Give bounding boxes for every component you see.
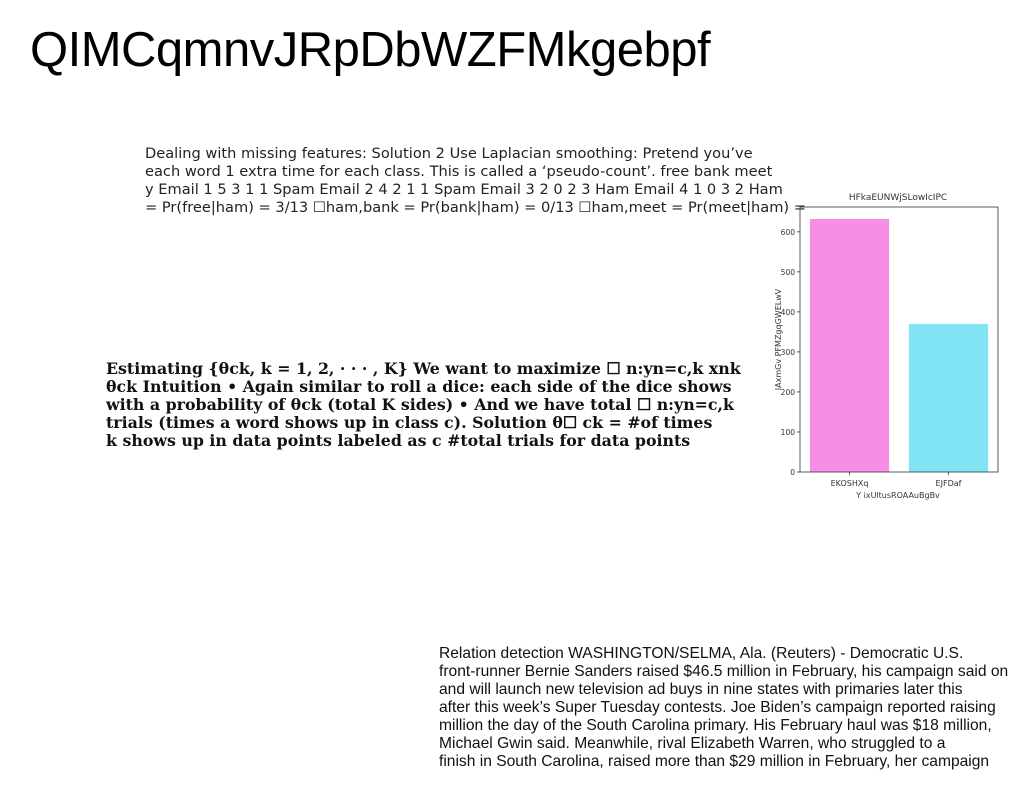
estimating-text-block: Estimating {θck, k = 1, 2, · · · , K} We… (106, 360, 766, 450)
chart-y-tick-label: 600 (781, 228, 796, 237)
smoothing-text-block: Dealing with missing features: Solution … (145, 145, 806, 217)
estimating-text-line: k shows up in data points labeled as c #… (106, 431, 691, 450)
news-text-line: Michael Gwin said. Meanwhile, rival Eliz… (439, 735, 946, 752)
estimating-text-line: Estimating {θck, k = 1, 2, · · · , K} We… (106, 359, 741, 378)
estimating-text-line: with a probability of θck (total K sides… (106, 395, 734, 414)
news-text-line: million the day of the South Carolina pr… (439, 717, 992, 734)
chart-y-tick-label: 0 (790, 468, 795, 477)
news-text-line: and will launch new television ad buys i… (439, 681, 963, 698)
chart-y-tick-label: 500 (781, 268, 796, 277)
bar-chart: HFkaEUNWjSLowIcIPC IAxmGv PFMZgqGWELwV Y… (774, 193, 999, 500)
chart-x-ticks: EKOSHXq EJFDaf (831, 472, 962, 488)
news-text-block: Relation detection WASHINGTON/SELMA, Ala… (439, 645, 1024, 771)
news-text-line: Relation detection WASHINGTON/SELMA, Ala… (439, 645, 964, 662)
chart-y-tick-label: 100 (781, 428, 796, 437)
chart-x-axis-label: Y ixUltusROAAuBgBv (855, 491, 940, 500)
chart-plot-frame (799, 206, 999, 473)
estimating-text-line: θck Intuition • Again similar to roll a … (106, 377, 732, 396)
chart-y-ticks: 0 100 200 300 400 500 600 (781, 228, 800, 477)
chart-y-axis-label: IAxmGv PFMZgqGWELwV (774, 288, 783, 390)
chart-bars (809, 219, 989, 472)
chart-title: HFkaEUNWjSLowIcIPC (849, 193, 947, 203)
news-text-line: after this week’s Super Tuesday contests… (439, 699, 996, 716)
news-text-line: front-runner Bernie Sanders raised $46.5… (439, 663, 1009, 680)
smoothing-text-line: = Pr(free|ham) = 3/13 ☐ham,bank = Pr(ban… (145, 199, 806, 216)
smoothing-text-line: each word 1 extra time for each class. T… (145, 163, 773, 180)
chart-bar (809, 219, 890, 472)
smoothing-text-line: Dealing with missing features: Solution … (145, 145, 753, 162)
estimating-text-line: trials (times a word shows up in class c… (106, 413, 713, 432)
chart-x-tick-label: EJFDaf (936, 479, 962, 488)
chart-bar (908, 323, 989, 472)
bar-chart-figure: HFkaEUNWjSLowIcIPC IAxmGv PFMZgqGWELwV Y… (770, 186, 1010, 506)
chart-y-tick-label: 300 (781, 348, 796, 357)
page-title: QIMCqmnvJRpDbWZFMkgebpf (30, 23, 711, 77)
smoothing-text-line: y Email 1 5 3 1 1 Spam Email 2 4 2 1 1 S… (145, 181, 783, 198)
news-text-line: finish in South Carolina, raised more th… (439, 753, 990, 770)
chart-x-tick-label: EKOSHXq (831, 479, 869, 488)
chart-y-tick-label: 200 (781, 388, 796, 397)
chart-y-tick-label: 400 (781, 308, 796, 317)
